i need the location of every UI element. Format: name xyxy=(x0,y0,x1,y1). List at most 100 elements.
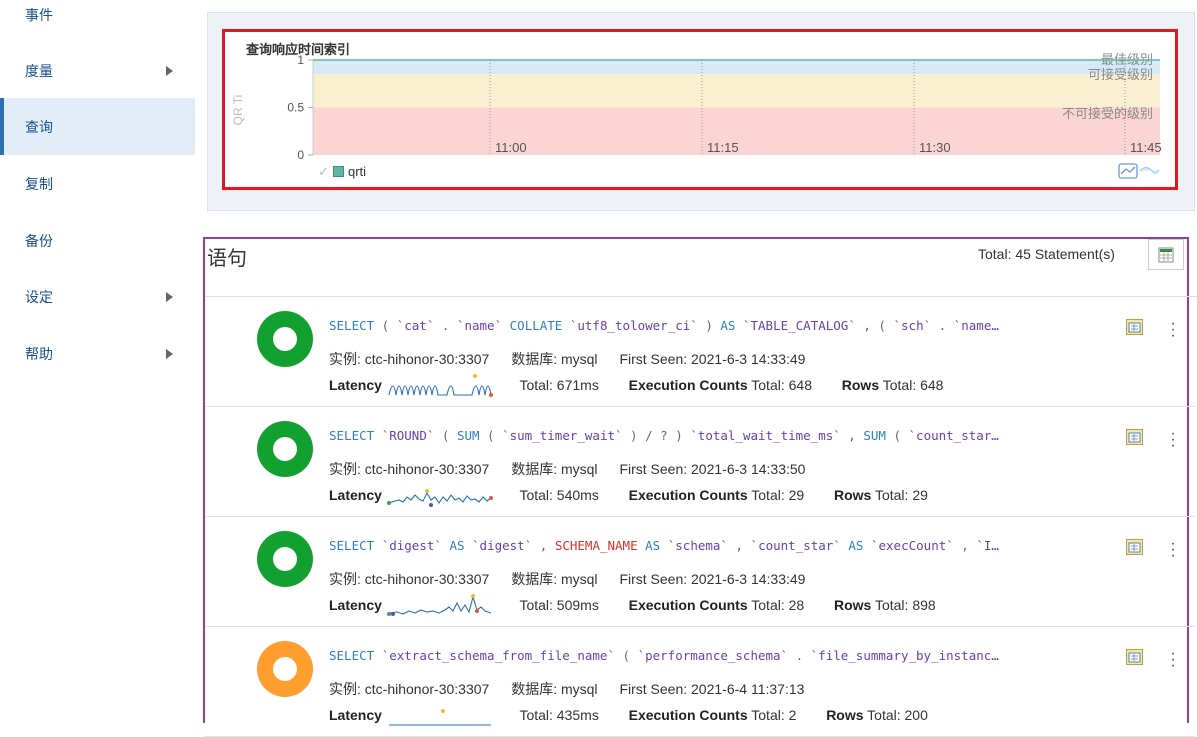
latency-total: Total: 435ms xyxy=(519,707,599,723)
legend-check-icon[interactable]: ✓ xyxy=(318,164,329,179)
more-options-icon[interactable]: · · · xyxy=(1170,645,1176,674)
first-seen-label: First Seen: 2021-6-4 11:37:13 xyxy=(619,681,805,697)
sql-text[interactable]: SELECT `digest` AS `digest` , SCHEMA_NAM… xyxy=(329,538,999,553)
latency-label: Latency xyxy=(329,487,382,503)
rows-total: Total: 29 xyxy=(874,487,928,503)
chart-band xyxy=(313,107,1160,155)
rows-total: Total: 898 xyxy=(874,597,936,613)
exec-count-total: Total: 648 xyxy=(751,377,812,393)
legend-label[interactable]: qrti xyxy=(348,164,367,179)
sidebar-item-backup[interactable]: 备份 xyxy=(0,212,195,269)
statements-frame xyxy=(203,237,1189,723)
x-tick-label: 11:15 xyxy=(707,140,739,155)
chart-band xyxy=(313,74,1160,108)
chevron-right-icon xyxy=(166,291,173,302)
latency-label: Latency xyxy=(329,707,382,723)
more-options-icon[interactable]: · · · xyxy=(1170,535,1176,564)
database-label: 数据库: mysql xyxy=(511,571,598,587)
statement-row[interactable]: SELECT `ROUND` ( SUM ( `sum_timer_wait` … xyxy=(205,407,1195,517)
chart-band xyxy=(313,60,1160,75)
exec-count-label: Execution Counts xyxy=(628,597,748,613)
x-tick-label: 11:30 xyxy=(919,140,951,155)
first-seen-label: First Seen: 2021-6-3 14:33:49 xyxy=(619,571,806,587)
database-label: 数据库: mysql xyxy=(511,351,598,367)
status-ring-icon xyxy=(257,531,313,587)
sidebar-item-metrics[interactable]: 度量 xyxy=(0,42,195,99)
latency-label: Latency xyxy=(329,377,382,393)
sparkline-path xyxy=(388,595,492,615)
sparkline-marker xyxy=(473,374,477,378)
latency-sparkline xyxy=(388,374,493,397)
sidebar-item-label: 度量 xyxy=(25,62,53,79)
latency-sparkline xyxy=(387,489,493,507)
rows-label: Rows xyxy=(841,377,880,393)
sparkline-marker xyxy=(489,496,493,500)
sparkline-marker xyxy=(429,503,433,507)
status-ring-icon xyxy=(257,311,313,367)
divider xyxy=(205,296,1197,297)
exec-count-total: Total: 29 xyxy=(751,487,805,503)
sql-text[interactable]: SELECT `ROUND` ( SUM ( `sum_timer_wait` … xyxy=(329,428,999,443)
export-excel-button[interactable] xyxy=(1148,239,1184,270)
database-label: 数据库: mysql xyxy=(511,461,598,477)
explain-icon[interactable] xyxy=(1126,649,1143,665)
band-label: 可接受级别 xyxy=(1088,67,1153,82)
statement-row[interactable]: SELECT `digest` AS `digest` , SCHEMA_NAM… xyxy=(205,517,1195,627)
y-tick-label: 1 xyxy=(297,53,304,67)
explain-icon[interactable] xyxy=(1126,429,1143,445)
more-options-icon[interactable]: · · · xyxy=(1170,315,1176,344)
statements-total: Total: 45 Statement(s) xyxy=(978,246,1115,262)
sparkline-marker xyxy=(471,594,475,598)
explain-icon[interactable] xyxy=(1126,319,1143,335)
more-options-icon[interactable]: · · · xyxy=(1170,425,1176,454)
sidebar-item-label: 帮助 xyxy=(25,345,53,362)
latency-total: Total: 509ms xyxy=(519,597,599,613)
statement-row[interactable]: SELECT ( `cat` . `name` COLLATE `utf8_to… xyxy=(205,297,1195,407)
sidebar: 事件 度量 查询 复制 备份 设定 帮助 xyxy=(0,0,198,723)
rows-label: Rows xyxy=(826,707,864,723)
sparkline-marker xyxy=(441,709,445,713)
band-label: 不可接受的级别 xyxy=(1062,106,1153,121)
chart-ylabel: QR Ti xyxy=(231,95,245,126)
statement-row[interactable]: SELECT `extract_schema_from_file_name` (… xyxy=(205,627,1195,737)
sparkline-marker xyxy=(489,393,493,397)
sidebar-item-events[interactable]: 事件 xyxy=(0,0,195,43)
sql-text[interactable]: SELECT `extract_schema_from_file_name` (… xyxy=(329,648,999,663)
x-tick-label: 11:45 xyxy=(1130,140,1162,155)
sparkline-marker xyxy=(391,612,395,616)
statement-meta: 实例: ctc-hihonor-30:3307 数据库: mysql First… xyxy=(329,569,823,589)
chevron-right-icon xyxy=(166,65,173,76)
status-ring-icon xyxy=(257,421,313,477)
latency-sparkline xyxy=(387,594,492,616)
latency-total: Total: 540ms xyxy=(519,487,599,503)
database-label: 数据库: mysql xyxy=(511,681,598,697)
statement-meta: 实例: ctc-hihonor-30:3307 数据库: mysql First… xyxy=(329,679,822,699)
latency-total: Total: 671ms xyxy=(519,377,599,393)
statement-meta: 实例: ctc-hihonor-30:3307 数据库: mysql First… xyxy=(329,459,823,479)
sparkline-path xyxy=(388,491,492,504)
x-tick-label: 11:00 xyxy=(495,140,527,155)
statement-stats: Latency Total: 509ms Execution Counts To… xyxy=(329,597,936,613)
sidebar-item-label: 复制 xyxy=(25,175,53,192)
sql-text[interactable]: SELECT ( `cat` . `name` COLLATE `utf8_to… xyxy=(329,318,999,333)
explain-icon[interactable] xyxy=(1126,539,1143,555)
chevron-right-icon xyxy=(166,348,173,359)
sidebar-item-queries[interactable]: 查询 xyxy=(0,98,195,155)
statement-stats: Latency Total: 540ms Execution Counts To… xyxy=(329,487,928,503)
sparkline-marker xyxy=(387,501,391,505)
instance-label: 实例: ctc-hihonor-30:3307 xyxy=(329,571,490,587)
y-tick-label: 0 xyxy=(297,148,304,162)
y-tick-label: 0.5 xyxy=(287,101,304,115)
sidebar-item-replication[interactable]: 复制 xyxy=(0,155,195,212)
exec-count-label: Execution Counts xyxy=(628,487,748,503)
statement-meta: 实例: ctc-hihonor-30:3307 数据库: mysql First… xyxy=(329,349,823,369)
sidebar-item-label: 设定 xyxy=(25,288,53,305)
first-seen-label: First Seen: 2021-6-3 14:33:49 xyxy=(619,351,806,367)
instance-label: 实例: ctc-hihonor-30:3307 xyxy=(329,461,490,477)
sidebar-item-settings[interactable]: 设定 xyxy=(0,268,195,325)
instance-label: 实例: ctc-hihonor-30:3307 xyxy=(329,681,490,697)
sidebar-item-label: 查询 xyxy=(25,118,53,135)
sparkline-marker xyxy=(387,612,391,616)
chart-type-toggle-icon[interactable] xyxy=(1118,162,1160,180)
sidebar-item-help[interactable]: 帮助 xyxy=(0,325,195,382)
